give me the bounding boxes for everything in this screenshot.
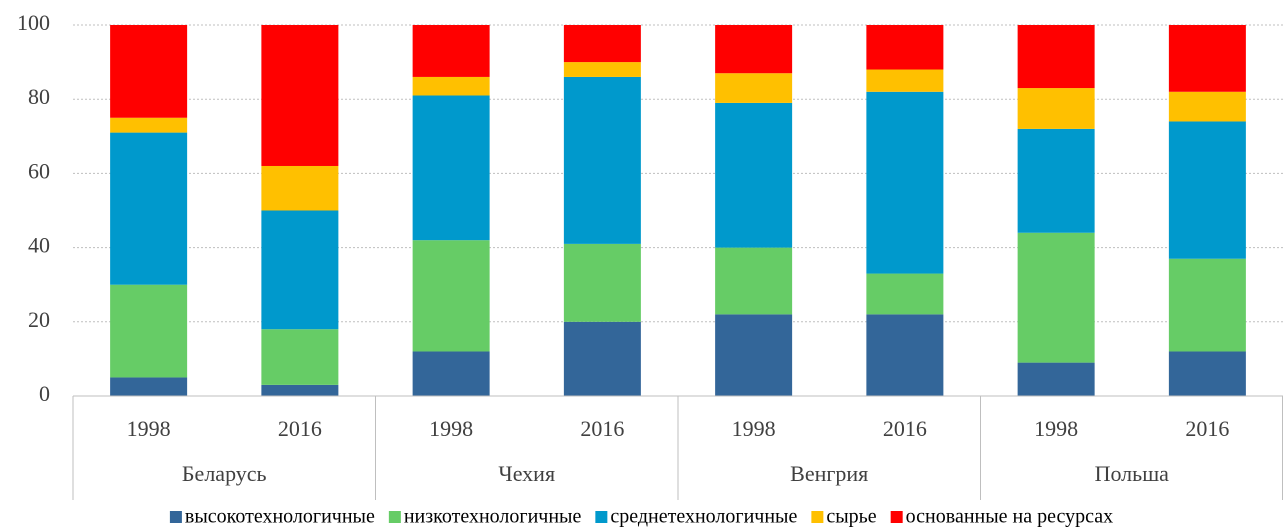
bar-segment — [1017, 88, 1095, 129]
bar-segment — [1017, 25, 1095, 89]
bar-segment — [866, 25, 944, 70]
bar-segment — [110, 377, 188, 396]
bar-segment — [261, 329, 339, 385]
bar-segment — [563, 25, 641, 63]
bar-segment — [110, 25, 188, 118]
legend-label: высокотехнологичные — [185, 506, 375, 528]
legend-marker — [890, 511, 903, 523]
bar-segment — [1017, 128, 1095, 233]
legend-marker — [595, 511, 608, 523]
legend-label: среднетехнологичные — [610, 506, 797, 528]
group-label: Беларусь — [182, 461, 267, 486]
y-tick-label: 80 — [28, 84, 50, 109]
bar-segment — [261, 25, 339, 166]
bar-segment — [110, 132, 188, 285]
legend-label: основанные на ресурсах — [906, 506, 1113, 528]
bar-segment — [1168, 351, 1246, 396]
legend-marker — [169, 511, 182, 523]
group-label: Венгрия — [790, 461, 868, 486]
bar-segment — [715, 73, 793, 103]
bar-segment — [866, 314, 944, 396]
bar-segment — [261, 210, 339, 330]
y-tick-label: 40 — [28, 233, 50, 258]
bar-segment — [110, 117, 188, 133]
x-tick-label: 1998 — [1034, 416, 1078, 441]
x-tick-label: 2016 — [278, 416, 322, 441]
bar-segment — [412, 76, 490, 96]
y-tick-label: 100 — [17, 10, 50, 35]
legend-label: низкотехнологичные — [404, 506, 582, 528]
group-label: Польша — [1095, 461, 1170, 486]
legend-label: сырье — [826, 506, 876, 528]
y-tick-label: 60 — [28, 158, 50, 183]
y-tick-label: 20 — [28, 307, 50, 332]
x-tick-label: 1998 — [732, 416, 776, 441]
bar-segment — [563, 243, 641, 322]
bar-segment — [1017, 232, 1095, 363]
legend-marker — [388, 511, 401, 523]
bar-segment — [715, 314, 793, 396]
bar-segment — [715, 102, 793, 248]
x-tick-label: 2016 — [883, 416, 927, 441]
bar-segment — [412, 240, 490, 352]
legend: высокотехнологичные низкотехнологичные сре… — [169, 506, 1113, 528]
group-label: Чехия — [498, 461, 555, 486]
bar-segment — [1017, 362, 1095, 396]
bar-segment — [412, 351, 490, 396]
bar-segment — [715, 247, 793, 315]
bar-segment — [261, 384, 339, 396]
bar-segment — [715, 25, 793, 74]
bar-segment — [110, 284, 188, 378]
y-tick-label: 0 — [39, 381, 50, 406]
bar-segment — [412, 95, 490, 241]
bar-segment — [866, 91, 944, 274]
bar-segment — [866, 69, 944, 92]
x-tick-label: 2016 — [1185, 416, 1229, 441]
bar-segment — [261, 165, 339, 211]
bar-segment — [1168, 121, 1246, 259]
x-tick-label: 1998 — [429, 416, 473, 441]
bar-segment — [563, 321, 641, 396]
bar-segment — [1168, 91, 1246, 122]
legend-marker — [811, 511, 824, 523]
x-tick-label: 1998 — [127, 416, 171, 441]
bar-segment — [563, 76, 641, 244]
x-tick-label: 2016 — [580, 416, 624, 441]
bar-segment — [563, 62, 641, 77]
bar-segment — [1168, 258, 1246, 352]
bar-segment — [866, 273, 944, 315]
bar-segment — [412, 25, 490, 77]
bar-segment — [1168, 25, 1246, 92]
